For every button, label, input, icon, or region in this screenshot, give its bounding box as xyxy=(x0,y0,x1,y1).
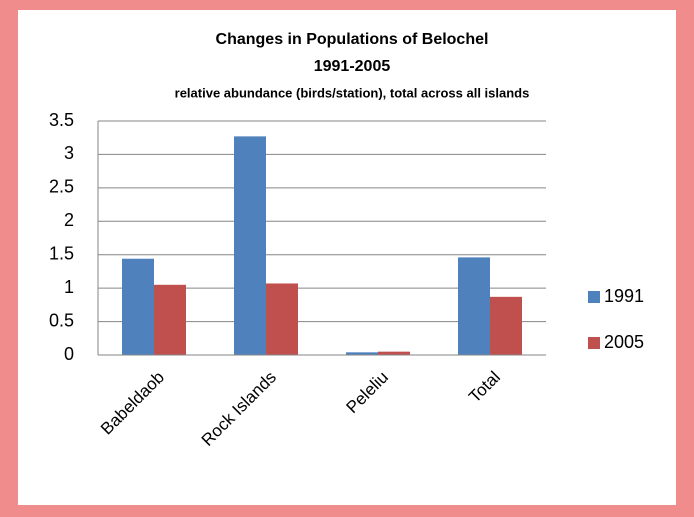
chart-title: Changes in Populations of Belochel xyxy=(216,31,489,48)
bar xyxy=(122,258,154,355)
bar xyxy=(490,296,522,355)
y-tick-label: 3.5 xyxy=(49,110,74,130)
bar xyxy=(234,136,266,355)
chart-background xyxy=(18,10,676,505)
legend-label: 2005 xyxy=(604,332,644,352)
bar xyxy=(266,283,298,355)
y-tick-label: 0 xyxy=(64,344,74,364)
y-tick-label: 3 xyxy=(64,143,74,163)
bar xyxy=(154,284,186,355)
y-tick-label: 1 xyxy=(64,277,74,297)
legend-swatch xyxy=(588,337,600,349)
y-tick-label: 1.5 xyxy=(49,243,74,263)
legend-swatch xyxy=(588,291,600,303)
bar xyxy=(378,351,410,355)
bar xyxy=(346,352,378,355)
chart-annotation: relative abundance (birds/station), tota… xyxy=(175,85,530,100)
y-tick-label: 2.5 xyxy=(49,177,74,197)
legend-label: 1991 xyxy=(604,286,644,306)
chart-subtitle: 1991-2005 xyxy=(314,58,391,75)
bar xyxy=(458,257,490,355)
y-tick-label: 2 xyxy=(64,210,74,230)
y-tick-label: 0.5 xyxy=(49,310,74,330)
